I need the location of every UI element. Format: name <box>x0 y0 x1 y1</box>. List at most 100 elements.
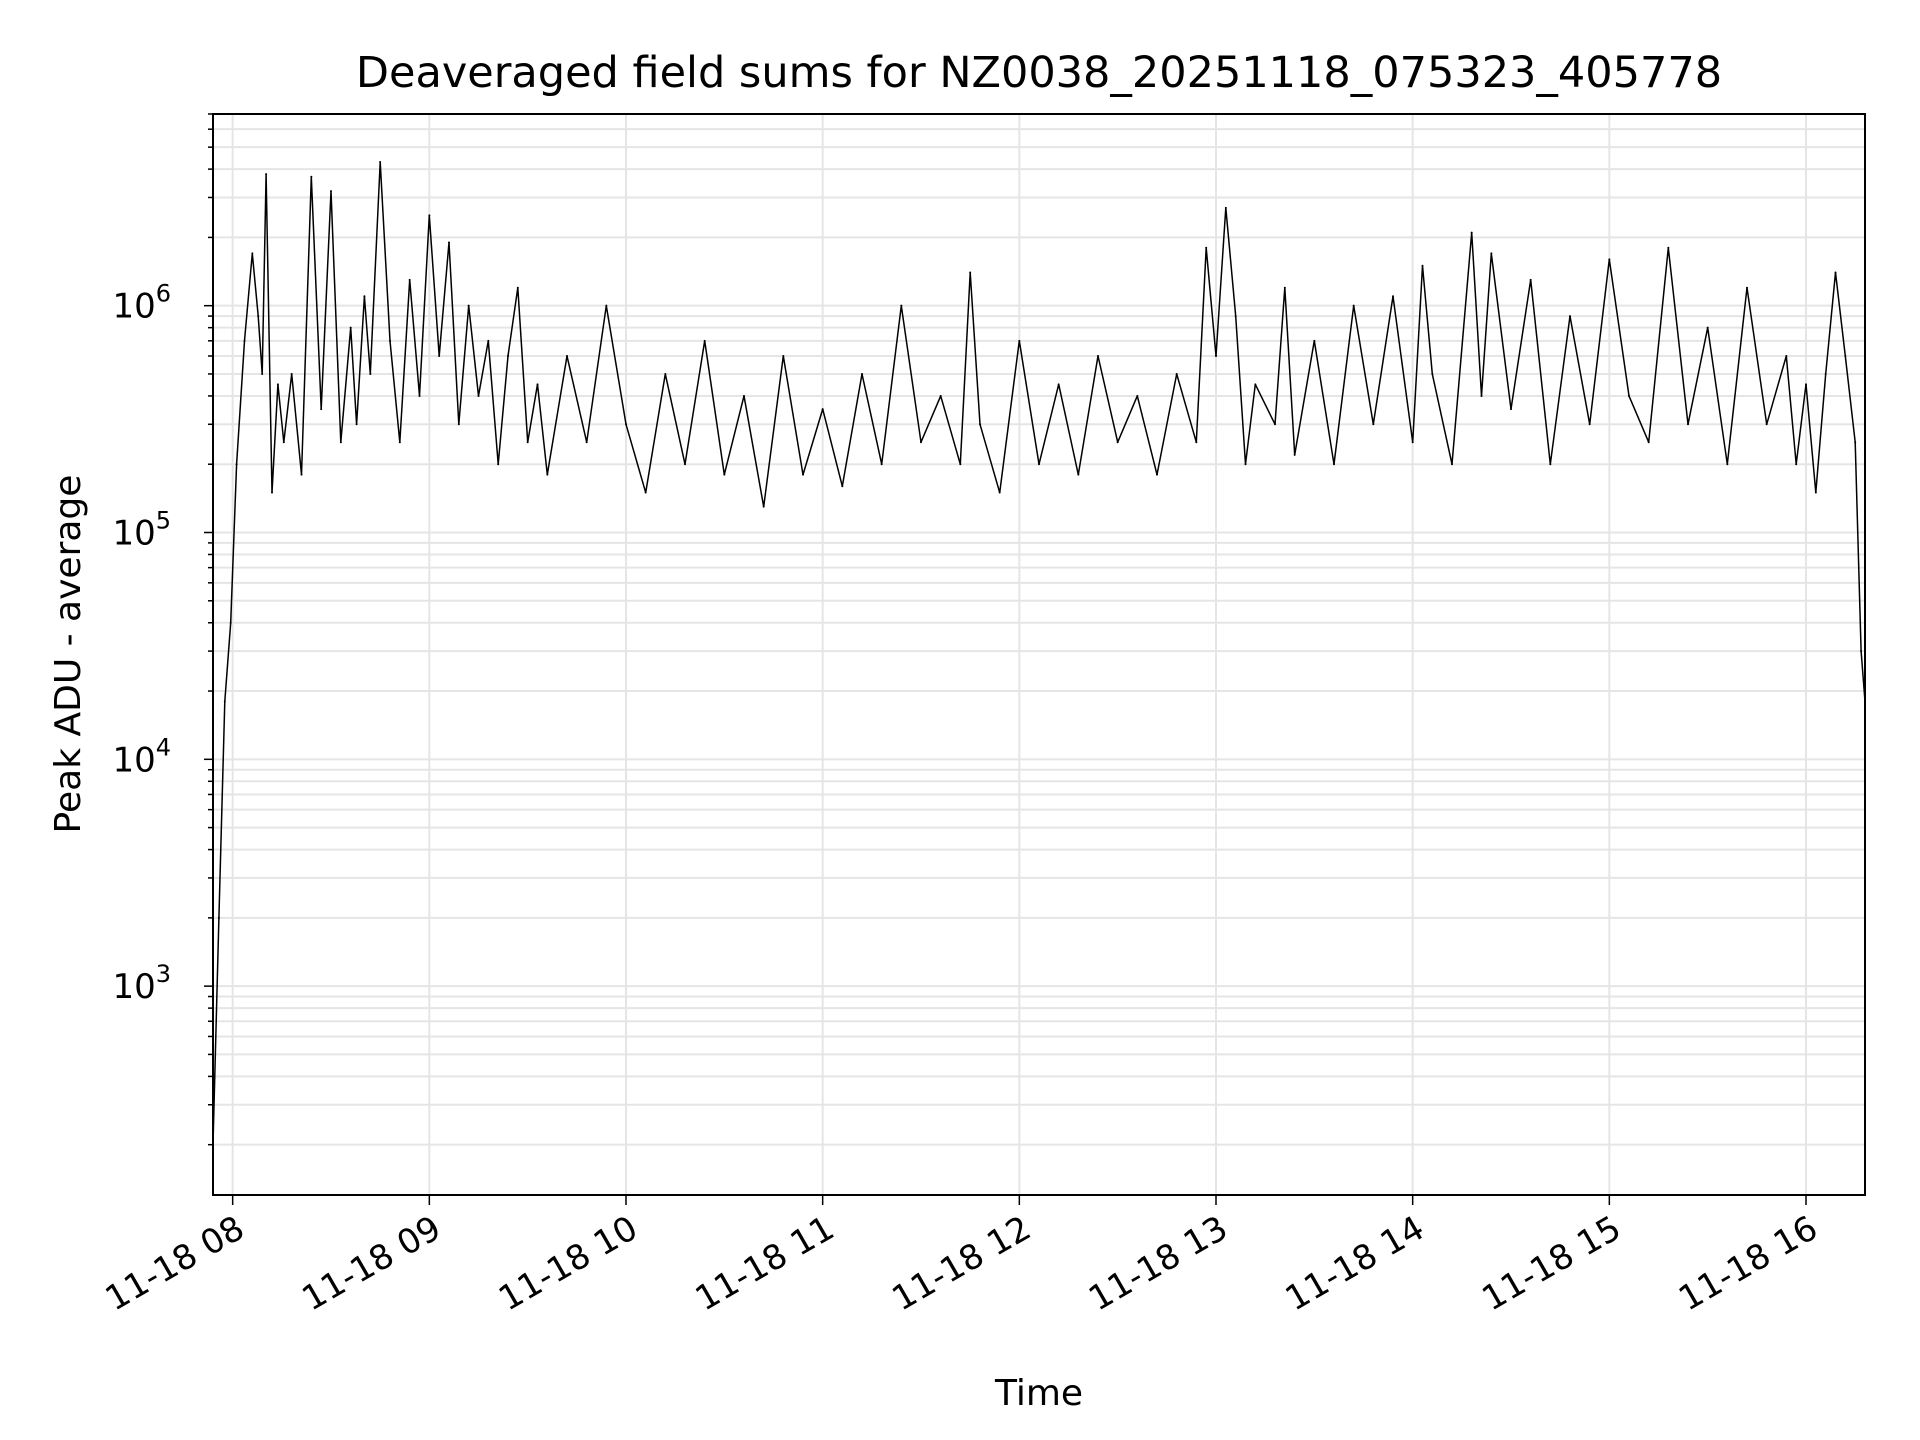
data-point <box>1726 463 1729 466</box>
data-point <box>223 700 226 703</box>
x-tick-label: 11-18 08 <box>99 1208 251 1319</box>
data-point <box>1254 383 1257 386</box>
data-point <box>1018 339 1021 342</box>
data-point <box>265 173 268 176</box>
x-tick-label: 11-18 09 <box>295 1208 447 1319</box>
x-tick-label: 11-18 11 <box>689 1208 841 1319</box>
data-point <box>363 295 366 298</box>
y-tick-label: 104 <box>112 733 171 780</box>
x-tick-label: 11-18 14 <box>1279 1208 1431 1319</box>
data-point <box>939 394 942 397</box>
data-point <box>271 491 273 494</box>
data-point <box>802 473 804 476</box>
data-point <box>330 190 332 193</box>
data-point <box>959 463 962 466</box>
data-point <box>1860 650 1863 653</box>
data-point <box>1392 295 1394 298</box>
data-point <box>1687 423 1689 426</box>
data-point <box>1097 355 1099 358</box>
data-point <box>251 252 254 255</box>
data-point <box>1844 355 1847 358</box>
data-point <box>1234 315 1237 318</box>
data-point <box>276 383 279 386</box>
data-point <box>585 441 588 444</box>
data-point <box>1116 441 1119 444</box>
data-point <box>418 394 421 397</box>
data-point <box>969 271 972 274</box>
x-tick-label: 11-18 10 <box>492 1208 644 1319</box>
data-point <box>448 241 450 244</box>
data-point <box>457 423 460 426</box>
series-layer <box>212 161 1866 1146</box>
data-point <box>1136 394 1139 397</box>
data-point <box>1529 278 1532 281</box>
data-point <box>1647 441 1650 444</box>
data-point <box>389 339 391 342</box>
data-point <box>1588 423 1591 426</box>
data-point <box>1451 463 1453 466</box>
data-point <box>703 339 706 342</box>
data-point <box>723 473 726 476</box>
data-point <box>1490 252 1493 255</box>
data-point <box>261 372 264 375</box>
series-line <box>212 161 1866 1145</box>
data-point <box>1765 423 1768 426</box>
data-point <box>1195 441 1198 444</box>
data-point <box>1785 355 1788 358</box>
data-point <box>1814 491 1817 494</box>
y-tick-label: 106 <box>112 280 171 327</box>
x-axis-label: Time <box>994 1373 1083 1414</box>
data-point <box>467 304 470 307</box>
data-point <box>507 355 509 358</box>
data-point <box>477 394 480 397</box>
data-point <box>979 423 981 426</box>
data-point <box>1244 463 1247 466</box>
data-point <box>398 441 401 444</box>
data-point <box>408 278 411 281</box>
data-point <box>355 423 358 426</box>
x-tick-label: 11-18 12 <box>885 1208 1037 1319</box>
data-point <box>605 304 608 307</box>
data-point <box>566 355 568 358</box>
data-point <box>1077 473 1080 476</box>
data-point <box>1608 258 1611 261</box>
data-point <box>369 372 372 375</box>
data-point <box>1156 473 1158 476</box>
data-point <box>762 505 765 508</box>
data-point <box>1628 394 1630 397</box>
data-point <box>282 441 285 444</box>
data-point <box>782 355 785 358</box>
data-point <box>1274 423 1276 426</box>
x-tick-label: 11-18 15 <box>1475 1208 1627 1319</box>
data-point <box>1834 271 1837 274</box>
data-point <box>536 383 539 386</box>
data-point <box>1372 423 1375 426</box>
data-point <box>684 463 686 466</box>
data-point <box>900 304 903 307</box>
data-point <box>516 286 519 289</box>
data-point <box>1854 441 1857 444</box>
data-point <box>243 339 246 342</box>
data-point <box>743 394 745 397</box>
data-point <box>664 372 667 375</box>
data-point <box>290 372 293 375</box>
data-point <box>1431 372 1434 375</box>
data-point <box>920 441 922 444</box>
data-point <box>1667 246 1670 249</box>
y-tick-label: 105 <box>112 507 171 554</box>
data-point <box>1510 408 1512 411</box>
data-point <box>1215 355 1217 358</box>
data-point <box>1549 463 1552 466</box>
data-point <box>497 463 500 466</box>
data-point <box>644 491 647 494</box>
data-point <box>841 485 844 488</box>
data-point <box>487 339 490 342</box>
data-point <box>1824 372 1827 375</box>
data-point <box>1805 383 1807 386</box>
grid <box>213 113 1865 1195</box>
data-point <box>1706 326 1709 329</box>
data-point <box>1470 231 1473 234</box>
data-point <box>1746 286 1748 289</box>
data-point <box>1795 463 1798 466</box>
data-point <box>526 441 529 444</box>
